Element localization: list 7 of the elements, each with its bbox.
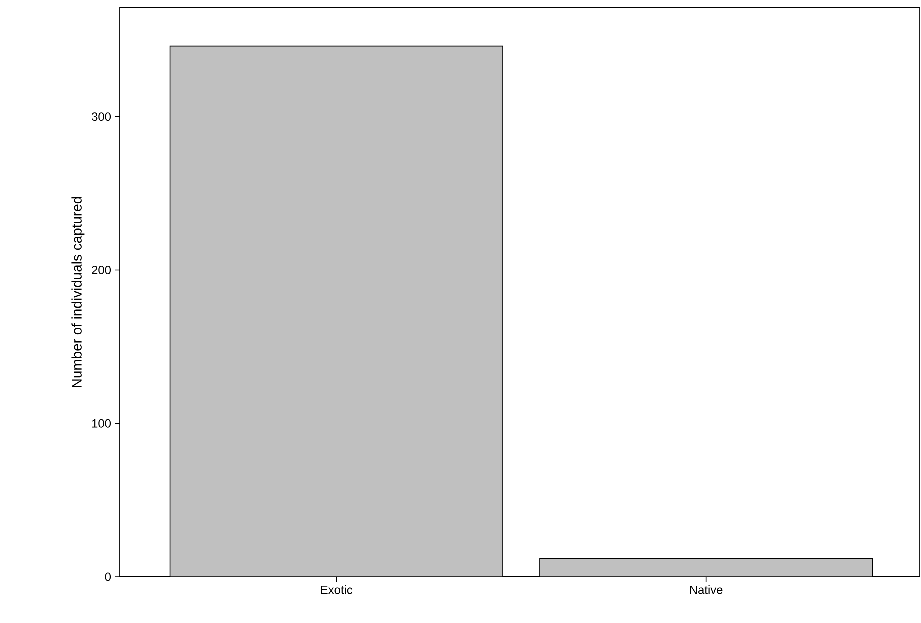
y-axis-title: Number of individuals captured (72, 197, 85, 388)
y-tick-label: 300 (92, 112, 112, 122)
x-tick-label: Exotic (321, 586, 353, 594)
x-tick-label: Native (690, 586, 723, 594)
y-tick-label: 200 (92, 266, 112, 274)
y-tick-label: 100 (92, 419, 112, 428)
y-tick-label: 0 (105, 572, 112, 582)
